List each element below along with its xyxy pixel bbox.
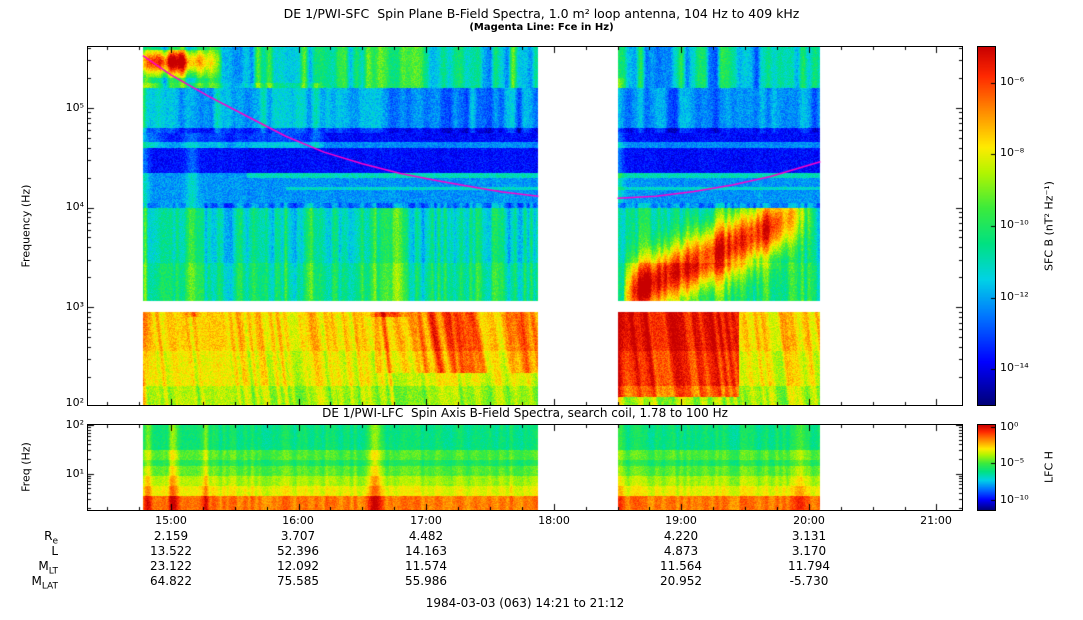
ephemeris-value: 55.986 <box>405 574 447 588</box>
xtick-1500: 15:00 <box>155 514 187 527</box>
lfc-title: DE 1/PWI-LFC Spin Axis B-Field Spectra, … <box>322 406 728 420</box>
lfc-cbtick-1e-10: 10⁻¹⁰ <box>1000 493 1029 506</box>
xtick-1600: 16:00 <box>282 514 314 527</box>
ephemeris-value: -5.730 <box>789 574 829 588</box>
lfc-cbtick-1e0: 10⁰ <box>1000 420 1019 433</box>
ephemeris-value: 11.574 <box>405 559 447 573</box>
lfc-colorbar-label: LFC H <box>1042 451 1056 483</box>
ephemeris-row-l: L 13.522 52.396 14.163 4.873 3.170 <box>0 544 1083 559</box>
ephemeris-label-re: Re <box>44 529 58 547</box>
sfc-y-axis-label: Frequency (Hz) <box>19 184 33 268</box>
xtick-2000: 20:00 <box>793 514 825 527</box>
sfc-spectrogram-canvas <box>88 47 962 405</box>
ephemeris-label-l: L <box>51 544 58 558</box>
xtick-1900: 19:00 <box>665 514 697 527</box>
ephemeris-value: 11.564 <box>660 559 702 573</box>
sfc-ytick-1e2: 10² <box>65 396 84 409</box>
xtick-1700: 17:00 <box>410 514 442 527</box>
lfc-spectrogram-panel <box>87 424 963 511</box>
lfc-spectrogram-canvas <box>88 425 962 510</box>
xtick-2100: 21:00 <box>920 514 952 527</box>
ephemeris-value: 52.396 <box>277 544 319 558</box>
ephemeris-row-mlat: MLAT 64.822 75.585 55.986 20.952 -5.730 <box>0 574 1083 592</box>
ephemeris-value: 14.163 <box>405 544 447 558</box>
ephemeris-value: 64.822 <box>150 574 192 588</box>
ephemeris-label-mlat: MLAT <box>31 574 58 592</box>
ephemeris-row-re: Re 2.159 3.707 4.482 4.220 3.131 <box>0 529 1083 547</box>
ephemeris-value: 4.220 <box>663 529 699 543</box>
time-range-footer: 1984-03-03 (063) 14:21 to 21:12 <box>425 596 625 610</box>
sfc-ytick-1e3: 10³ <box>65 300 84 313</box>
ephemeris-value: 4.873 <box>663 544 699 558</box>
lfc-ytick-1e1: 10¹ <box>65 467 84 480</box>
sfc-colorbar <box>977 46 996 406</box>
page-title: DE 1/PWI-SFC Spin Plane B-Field Spectra,… <box>283 6 800 21</box>
lfc-colorbar-canvas <box>978 425 995 510</box>
ephemeris-value: 3.707 <box>280 529 316 543</box>
lfc-colorbar <box>977 424 996 511</box>
ephemeris-value: 2.159 <box>153 529 189 543</box>
ephemeris-value: 4.482 <box>408 529 444 543</box>
sfc-colorbar-canvas <box>978 47 995 405</box>
lfc-cbtick-1e-5: 10⁻⁵ <box>1000 456 1025 469</box>
ephemeris-value: 3.131 <box>791 529 827 543</box>
sfc-cbtick-1e-14: 10⁻¹⁴ <box>1000 361 1029 374</box>
sfc-cbtick-1e-12: 10⁻¹² <box>1000 290 1029 303</box>
sfc-cbtick-1e-10: 10⁻¹⁰ <box>1000 218 1029 231</box>
ephemeris-value: 20.952 <box>660 574 702 588</box>
ephemeris-label-mlt: MLT <box>38 559 58 577</box>
lfc-ytick-1e2: 10² <box>65 418 84 431</box>
sfc-ytick-1e4: 10⁴ <box>65 200 84 213</box>
page-subtitle: (Magenta Line: Fce in Hz) <box>469 22 614 33</box>
sfc-cbtick-1e-8: 10⁻⁸ <box>1000 146 1025 159</box>
ephemeris-value: 75.585 <box>277 574 319 588</box>
sfc-cbtick-1e-6: 10⁻⁶ <box>1000 75 1025 88</box>
ephemeris-row-mlt: MLT 23.122 12.092 11.574 11.564 11.794 <box>0 559 1083 577</box>
sfc-ytick-1e5: 10⁵ <box>65 101 84 114</box>
ephemeris-value: 11.794 <box>788 559 830 573</box>
lfc-y-axis-label: Freq (Hz) <box>19 442 33 492</box>
ephemeris-value: 3.170 <box>791 544 827 558</box>
ephemeris-value: 12.092 <box>277 559 319 573</box>
ephemeris-value: 13.522 <box>150 544 192 558</box>
ephemeris-value: 23.122 <box>150 559 192 573</box>
sfc-spectrogram-panel <box>87 46 963 406</box>
xtick-1800: 18:00 <box>538 514 570 527</box>
sfc-colorbar-label: SFC B (nT² Hz⁻¹) <box>1042 181 1056 271</box>
